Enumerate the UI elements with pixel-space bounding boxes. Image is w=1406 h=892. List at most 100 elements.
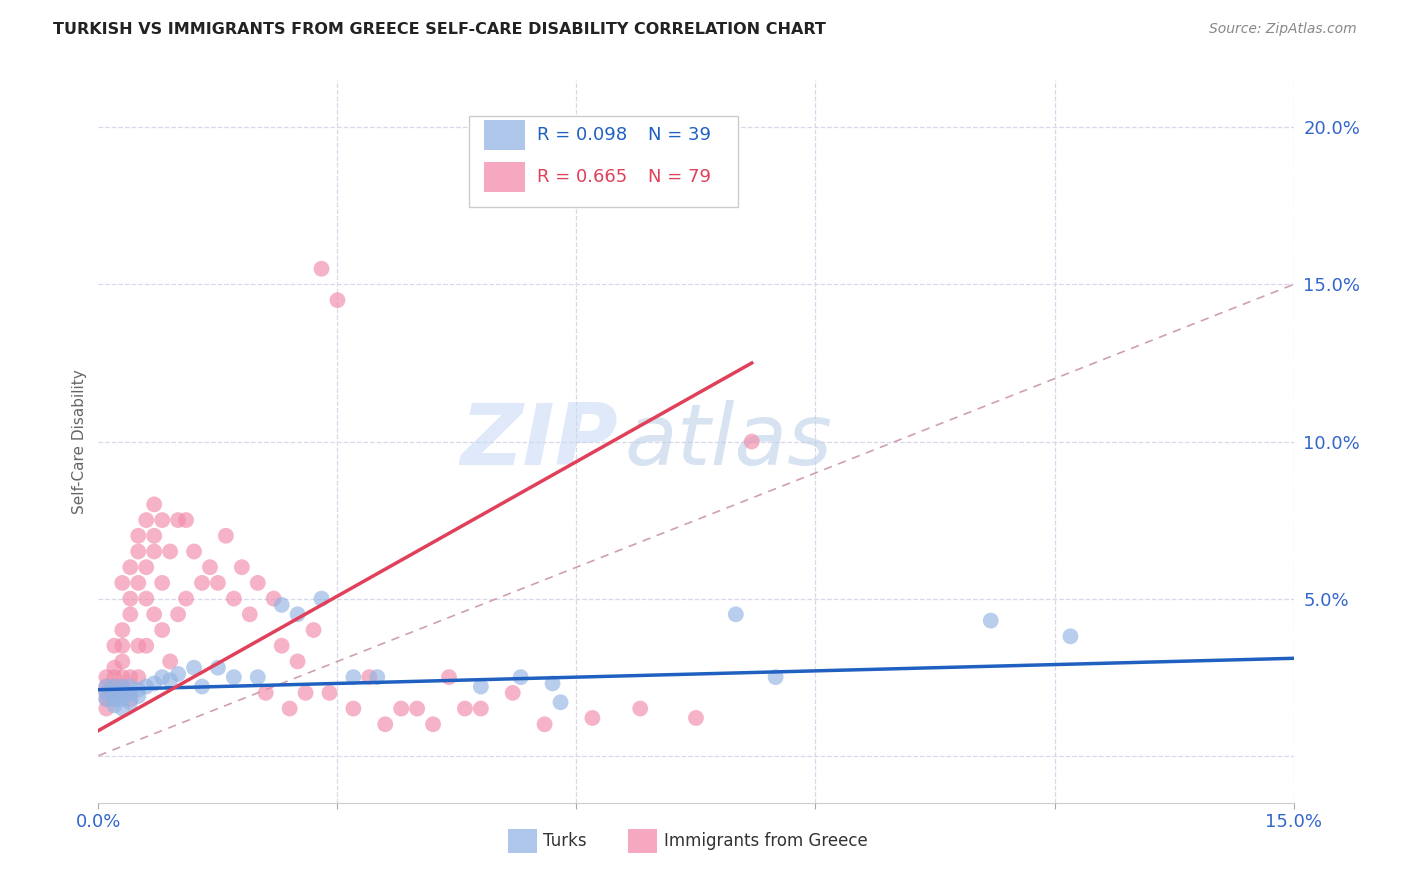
Point xyxy=(191,575,214,590)
Point xyxy=(127,689,149,703)
Point xyxy=(366,670,388,684)
Point xyxy=(183,661,205,675)
Point xyxy=(685,711,707,725)
Point xyxy=(103,686,125,700)
Point xyxy=(359,670,381,684)
Point xyxy=(150,623,173,637)
Point xyxy=(724,607,747,622)
Point xyxy=(533,717,555,731)
Point xyxy=(96,692,118,706)
Point xyxy=(143,529,166,543)
Point xyxy=(550,695,572,709)
Point xyxy=(103,692,125,706)
Point xyxy=(135,591,157,606)
Text: R = 0.098: R = 0.098 xyxy=(537,126,627,145)
Point xyxy=(96,686,118,700)
Point xyxy=(120,591,142,606)
Text: Immigrants from Greece: Immigrants from Greece xyxy=(664,832,868,850)
Text: Source: ZipAtlas.com: Source: ZipAtlas.com xyxy=(1209,22,1357,37)
Point xyxy=(127,529,149,543)
Text: ZIP: ZIP xyxy=(461,400,619,483)
Point xyxy=(103,692,125,706)
Point xyxy=(326,293,349,308)
Point xyxy=(318,686,340,700)
Point xyxy=(120,686,142,700)
Point xyxy=(127,682,149,697)
Point xyxy=(111,680,134,694)
Point xyxy=(270,639,292,653)
Point xyxy=(270,598,292,612)
Point xyxy=(287,607,309,622)
Point xyxy=(246,670,269,684)
Point xyxy=(96,680,118,694)
Point xyxy=(246,575,269,590)
Point xyxy=(198,560,221,574)
Text: N = 79: N = 79 xyxy=(648,168,711,186)
Point xyxy=(143,607,166,622)
Point xyxy=(183,544,205,558)
Point xyxy=(311,591,333,606)
Point xyxy=(111,670,134,684)
Point xyxy=(103,639,125,653)
Point xyxy=(135,680,157,694)
Point xyxy=(111,686,134,700)
Point xyxy=(502,686,524,700)
Point xyxy=(150,670,173,684)
Point xyxy=(628,701,651,715)
Point xyxy=(174,513,197,527)
Point xyxy=(111,575,134,590)
Point xyxy=(374,717,396,731)
Point xyxy=(191,680,214,694)
Point xyxy=(111,692,134,706)
Point xyxy=(111,701,134,715)
Point xyxy=(239,607,262,622)
Point xyxy=(422,717,444,731)
Point xyxy=(111,623,134,637)
Point xyxy=(278,701,301,715)
Point xyxy=(103,686,125,700)
Point xyxy=(96,701,118,715)
Point xyxy=(263,591,285,606)
Point xyxy=(135,639,157,653)
Point xyxy=(111,680,134,694)
Point xyxy=(231,560,253,574)
Point xyxy=(143,676,166,690)
Text: TURKISH VS IMMIGRANTS FROM GREECE SELF-CARE DISABILITY CORRELATION CHART: TURKISH VS IMMIGRANTS FROM GREECE SELF-C… xyxy=(53,22,827,37)
Point xyxy=(103,680,125,694)
Point xyxy=(127,639,149,653)
Point xyxy=(541,676,564,690)
Point xyxy=(120,560,142,574)
Point xyxy=(103,680,125,694)
Point xyxy=(96,670,118,684)
Point xyxy=(120,680,142,694)
Text: N = 39: N = 39 xyxy=(648,126,711,145)
Text: R = 0.665: R = 0.665 xyxy=(537,168,627,186)
Point xyxy=(302,623,325,637)
Point xyxy=(254,686,277,700)
Point xyxy=(120,670,142,684)
Point xyxy=(222,591,245,606)
Point xyxy=(437,670,460,684)
Text: Turks: Turks xyxy=(543,832,586,850)
Point xyxy=(111,655,134,669)
Point xyxy=(96,692,118,706)
Point xyxy=(389,701,412,715)
Point xyxy=(509,670,531,684)
Point xyxy=(741,434,763,449)
Point xyxy=(135,560,157,574)
Point xyxy=(470,701,492,715)
FancyBboxPatch shape xyxy=(628,829,657,854)
Point xyxy=(127,575,149,590)
Point xyxy=(765,670,787,684)
Point xyxy=(159,655,181,669)
Point xyxy=(294,686,316,700)
Point xyxy=(159,544,181,558)
Point xyxy=(120,695,142,709)
Point xyxy=(111,686,134,700)
Point xyxy=(342,670,364,684)
Point xyxy=(103,698,125,713)
Point xyxy=(103,670,125,684)
Point xyxy=(135,513,157,527)
Y-axis label: Self-Care Disability: Self-Care Disability xyxy=(72,369,87,514)
FancyBboxPatch shape xyxy=(485,120,524,151)
